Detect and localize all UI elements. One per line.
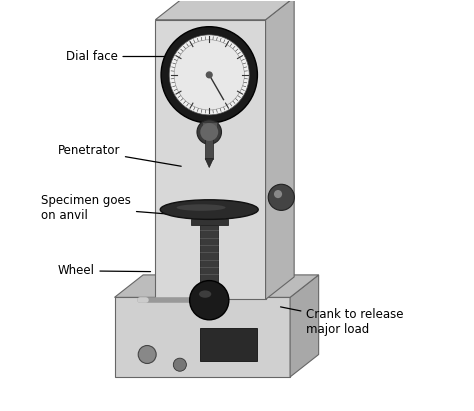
FancyBboxPatch shape xyxy=(191,219,228,225)
FancyBboxPatch shape xyxy=(155,20,265,299)
Ellipse shape xyxy=(160,200,258,219)
FancyBboxPatch shape xyxy=(202,122,217,132)
Circle shape xyxy=(138,346,156,363)
Polygon shape xyxy=(155,0,294,20)
Text: Dial face: Dial face xyxy=(65,50,171,63)
Text: Crank to release
major load: Crank to release major load xyxy=(281,307,404,336)
FancyBboxPatch shape xyxy=(200,225,218,293)
Circle shape xyxy=(173,358,186,371)
Polygon shape xyxy=(205,159,213,168)
Polygon shape xyxy=(265,0,294,299)
Text: Wheel: Wheel xyxy=(57,264,151,277)
Circle shape xyxy=(268,184,294,210)
FancyBboxPatch shape xyxy=(115,297,290,377)
FancyBboxPatch shape xyxy=(200,328,257,360)
Circle shape xyxy=(206,72,212,78)
Circle shape xyxy=(190,281,229,320)
Text: Penetrator: Penetrator xyxy=(57,144,181,166)
Circle shape xyxy=(197,120,221,144)
Circle shape xyxy=(174,40,245,110)
Circle shape xyxy=(274,190,282,198)
Circle shape xyxy=(161,27,257,123)
FancyBboxPatch shape xyxy=(205,132,213,159)
Ellipse shape xyxy=(177,204,226,211)
Polygon shape xyxy=(290,275,319,377)
Circle shape xyxy=(200,123,218,141)
Text: Specimen goes
on anvil: Specimen goes on anvil xyxy=(41,194,171,222)
Polygon shape xyxy=(115,275,319,297)
Circle shape xyxy=(169,35,249,115)
Ellipse shape xyxy=(199,291,211,298)
